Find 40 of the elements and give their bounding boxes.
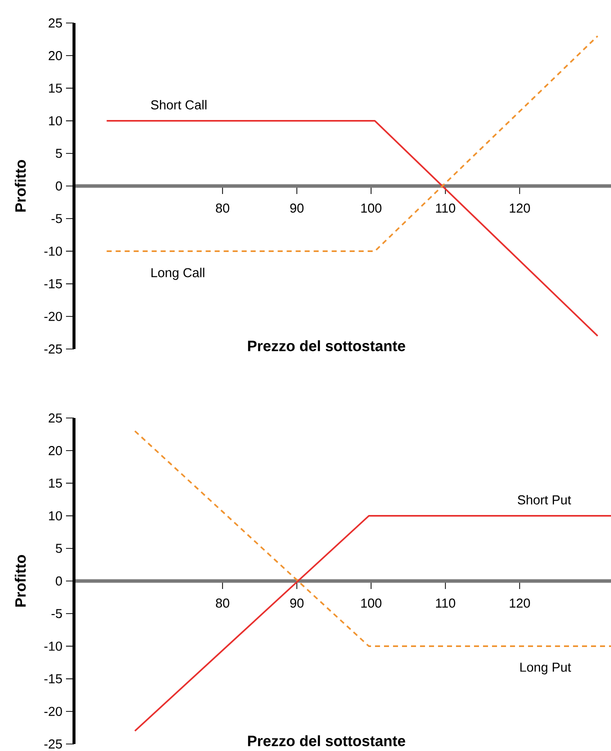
x-tick-label: 110 [436,598,456,608]
y-tick-label: -10 [44,246,62,256]
y-tick-label: 5 [56,544,62,553]
y-tick-label: -15 [44,674,62,684]
y-tick-label: -15 [44,279,62,288]
x-axis-title: Prezzo del sottostante [248,340,406,352]
x-tick-label: 90 [290,204,304,213]
x-tick-label: 80 [216,598,230,608]
y-tick-label: -25 [44,344,62,354]
x-tick-label: 110 [436,204,456,213]
y-tick-label: -20 [44,706,62,716]
series-label: Short Put [518,494,572,504]
x-tick-label: 120 [510,598,530,608]
x-tick-label: 100 [361,598,382,608]
y-tick-label: 15 [49,84,62,93]
y-tick-label: 20 [48,51,62,60]
series-label: Long Put [520,662,572,674]
y-tick-label: 0 [56,181,62,191]
y-tick-label: -20 [44,312,62,321]
y-tick-label: 10 [49,116,62,126]
x-tick-label: 120 [510,204,530,213]
y-tick-label: -10 [44,642,62,651]
x-axis-title: Prezzo del sottostante [248,735,406,746]
y-tick-label: 25 [48,18,62,28]
x-tick-label: 100 [361,204,382,213]
y-tick-label: 20 [48,446,62,456]
y-tick-label: -25 [44,739,62,749]
y-tick-label: 5 [56,148,62,158]
y-tick-label: 25 [48,413,62,423]
series-label: Long Call [151,268,204,280]
y-axis-title: Profitto [14,160,26,212]
x-tick-label: 90 [290,598,304,608]
y-tick-label: -5 [52,214,62,224]
y-tick-label: -5 [52,609,62,618]
x-tick-label: 80 [216,204,230,213]
series-label: Short Call [151,100,206,110]
y-axis-title: Profitto [14,555,26,607]
y-tick-label: 15 [49,478,62,488]
y-tick-label: 0 [56,576,62,586]
y-tick-label: 10 [49,511,62,520]
